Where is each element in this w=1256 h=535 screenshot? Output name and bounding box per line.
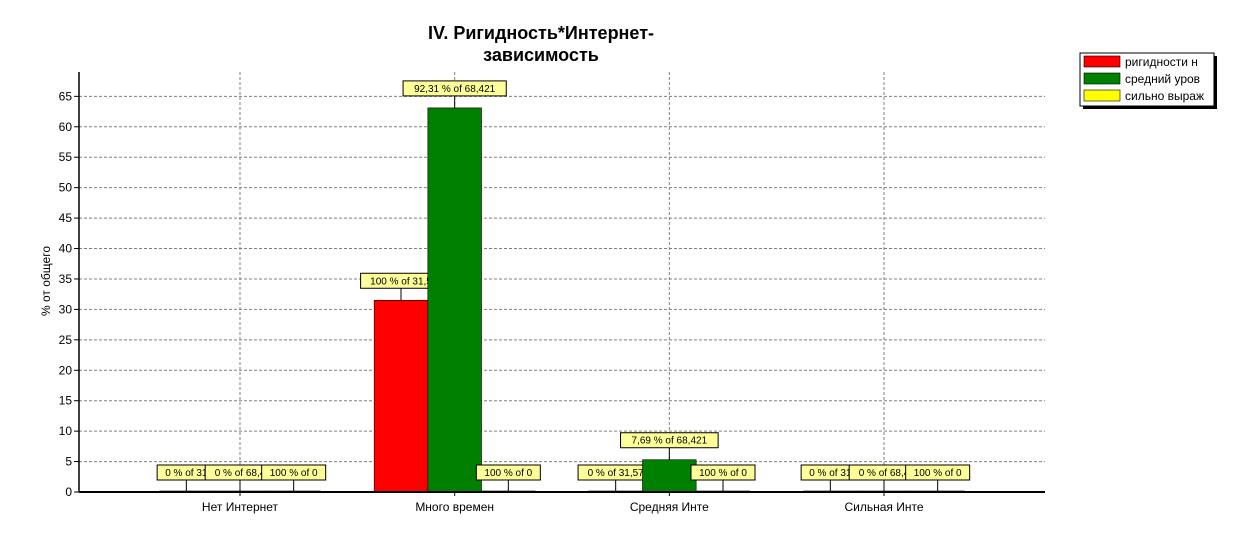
bar-1-1 [427,107,482,493]
y-tick-label-12: 60 [59,120,73,134]
data-label-2-3: 100 % of 0 [914,468,962,479]
data-label-1-0: 0 % of 68,4 [215,468,266,479]
data-label-0-3: 0 % of 31 [809,468,852,479]
y-tick-label-7: 35 [59,272,73,286]
y-tick-label-8: 40 [59,242,73,256]
bar-1-2 [642,459,697,493]
legend-item-1: средний уров [1125,72,1200,86]
data-label-0-0: 0 % of 31 [165,468,208,479]
bar-0-1 [373,299,429,493]
data-label-2-0: 100 % of 0 [270,468,318,479]
data-label-box-1-2 [620,432,719,449]
data-label-2-1: 100 % of 0 [484,468,532,479]
data-label-box-1-1 [402,80,507,97]
y-tick-label-0: 0 [65,485,72,499]
x-tick-label-0: Нет Интернет [202,500,279,514]
data-label-1-3: 0 % of 68,4 [859,468,910,479]
data-label-box-2-0 [261,464,327,481]
x-tick-label-3: Сильная Инте [844,500,923,514]
legend-item-2: сильно выраж [1125,89,1204,103]
plot-area: 0 5 10 15 20 25 30 35 40 45 50 55 60 65 Нет Интернет Мн… [59,72,1045,514]
y-tick-label-3: 15 [59,394,73,408]
chart-title-line-1: IV. Ригидность*Интернет- [428,23,654,43]
legend-swatch-0 [1083,55,1121,68]
y-tick-label-11: 55 [59,150,73,164]
data-label-box-2-1 [475,464,541,481]
y-tick-label-9: 45 [59,211,73,225]
data-label-1-2: 7,69 % of 68,421 [632,436,708,447]
legend-item-0: ригидности н [1125,55,1198,69]
data-label-box-2-2 [690,464,756,481]
data-label-0-1: 100 % of 31,5 [370,276,432,287]
y-tick-label-5: 25 [59,333,73,347]
data-label-1-1: 92,31 % of 68,421 [414,84,496,95]
legend-swatch-1 [1083,72,1121,85]
data-label-2-2: 100 % of 0 [699,468,747,479]
data-label-0-2: 0 % of 31,57 [588,468,645,479]
chart-title-line-2: зависимость [483,45,599,65]
legend: ригидности н средний уров сильно выраж [1079,52,1217,109]
y-axis-label: % от общего [39,246,53,316]
y-tick-label-1: 5 [65,455,72,469]
data-label-box-2-3 [905,464,971,481]
legend-swatch-2 [1083,89,1121,102]
y-tick-label-10: 50 [59,181,73,195]
x-tick-label-1: Много времен [415,500,494,514]
y-tick-label-6: 30 [59,302,73,316]
y-tick-label-4: 20 [59,363,73,377]
y-tick-label-13: 65 [59,89,73,103]
x-tick-label-2: Средняя Инте [630,500,709,514]
y-tick-label-2: 10 [59,424,73,438]
